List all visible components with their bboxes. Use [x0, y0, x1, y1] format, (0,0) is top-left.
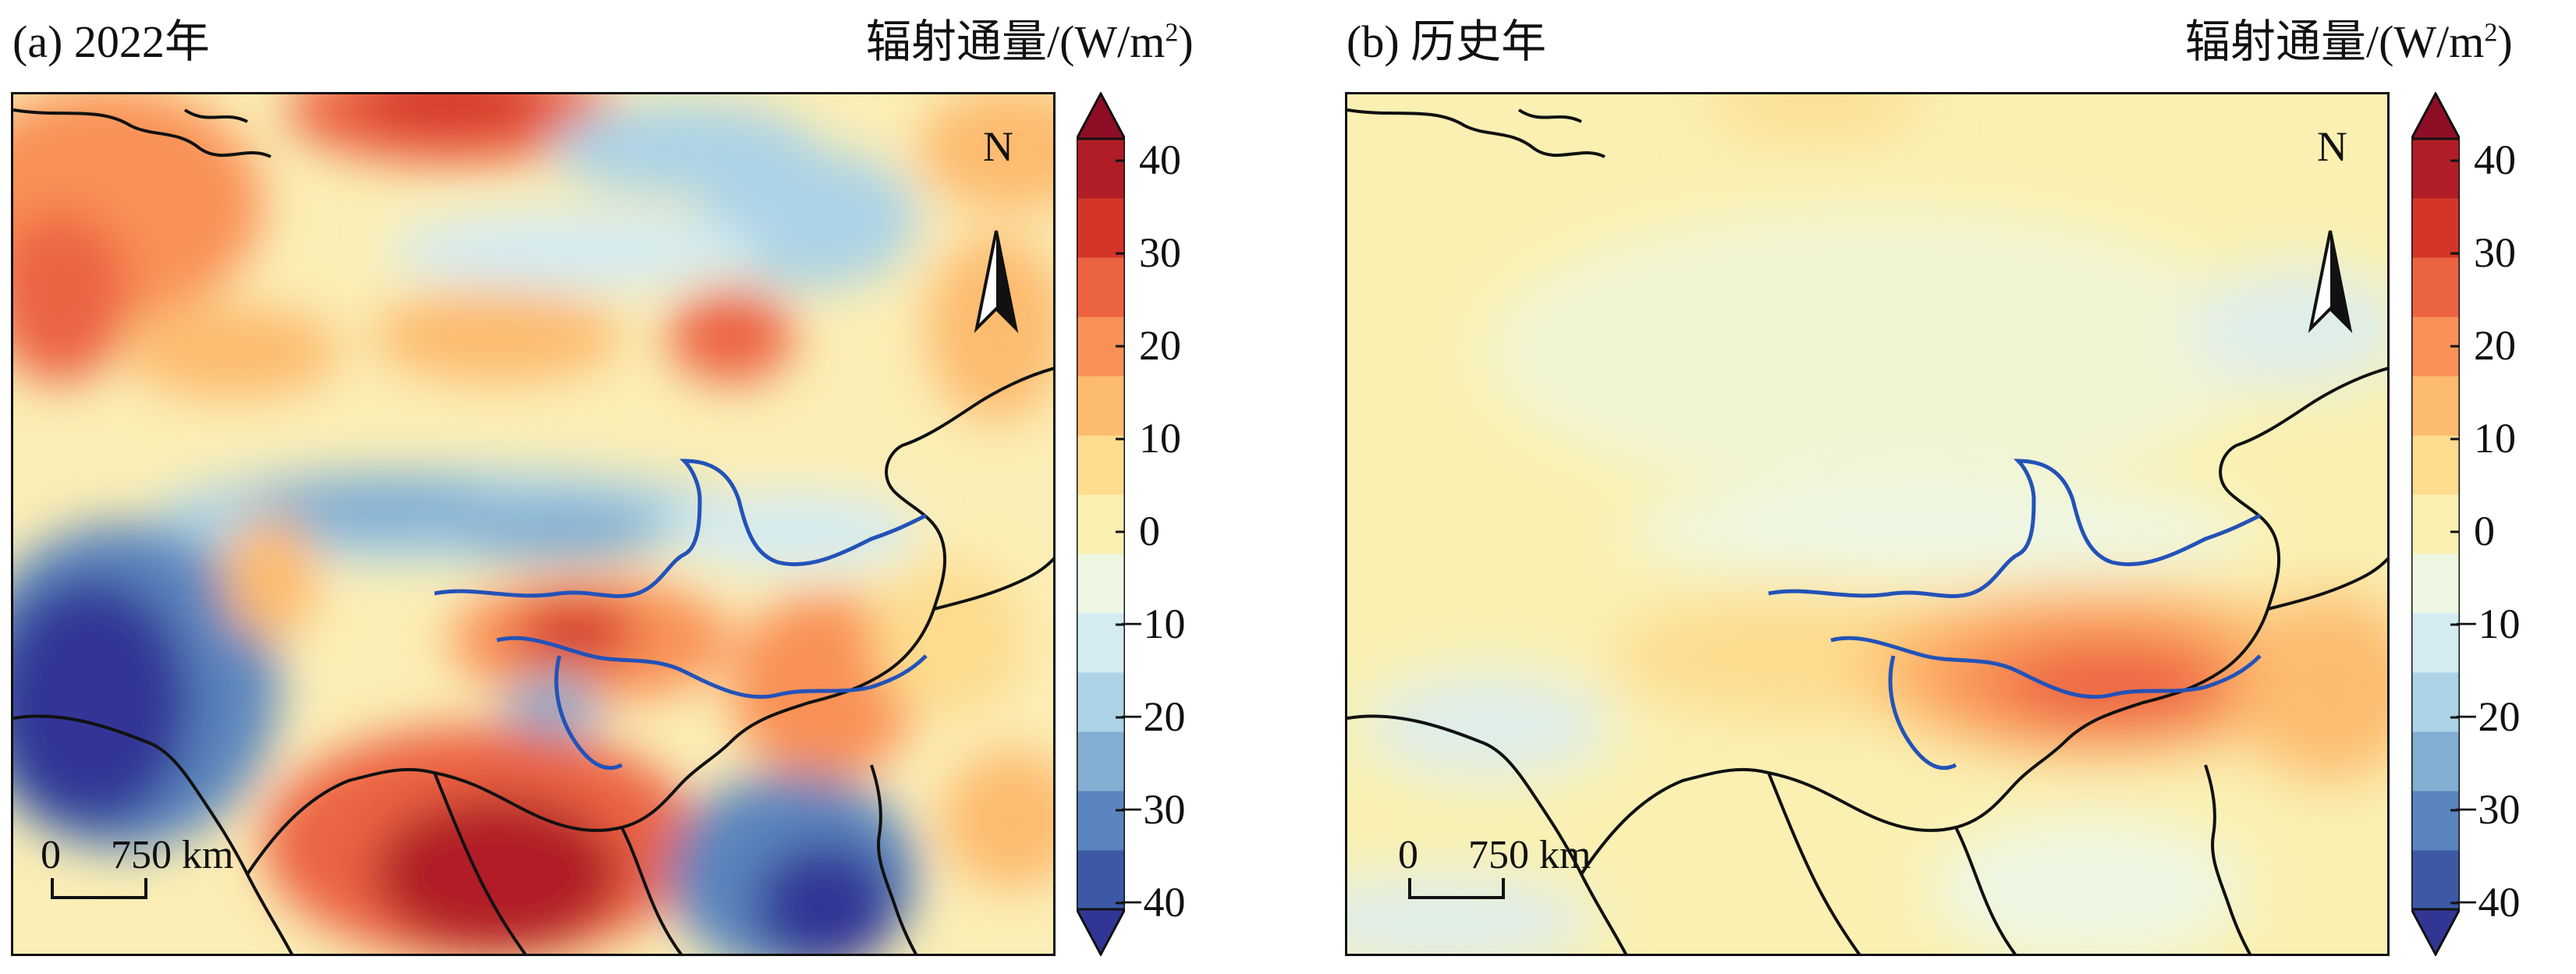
north-label: N	[2317, 123, 2347, 170]
map-canvas	[1347, 94, 2387, 954]
colorbar-tick-label: −20	[1119, 693, 1186, 740]
panel-a: (a) 2022年 辐射通量/(W/m2)	[11, 16, 1194, 958]
scale-zero-label: 0	[1398, 833, 1418, 877]
colorbar-tick-label: −10	[2454, 600, 2521, 647]
colorbar-scale	[1074, 90, 1127, 958]
colorbar-step	[1077, 554, 1125, 614]
colorbar-step	[1077, 257, 1125, 317]
colorbar-step	[2411, 791, 2460, 851]
colorbar-step	[1077, 850, 1125, 910]
radiation-flux-map: N 0 750 km	[1345, 92, 2390, 956]
colorbar-title: 辐射通量/(W/m2)	[866, 16, 1194, 67]
panel-b: (b) 历史年 辐射通量/(W/m2)	[1288, 0, 2576, 974]
colorbar-tick-label: 10	[1139, 415, 1181, 462]
map-canvas	[13, 94, 1053, 954]
colorbar-tick-label: −40	[1119, 879, 1186, 926]
colorbar-min-extend	[1074, 908, 1127, 958]
colorbar-tick-label: 0	[2474, 508, 2495, 554]
panel-title: (a) 2022年	[12, 16, 210, 67]
colorbar-tick-label: −10	[1119, 600, 1186, 647]
colorbar-scale	[2409, 90, 2462, 958]
colorbar-step	[2411, 435, 2460, 495]
colorbar: 40 30 20 10 0 −10 −20 −30 −40	[2409, 90, 2520, 958]
north-label: N	[983, 123, 1013, 170]
colorbar-step	[1077, 791, 1125, 851]
colorbar-step	[2411, 554, 2460, 614]
colorbar-step	[2411, 613, 2460, 673]
colorbar-tick-label: 30	[2474, 229, 2516, 276]
colorbar-step	[2411, 376, 2460, 436]
colorbar-step	[1077, 672, 1125, 732]
colorbar-tick-label: −30	[2454, 786, 2521, 833]
colorbar-tick-label: 20	[2474, 322, 2516, 369]
panel-title: (b) 历史年	[1347, 16, 1547, 67]
scale-distance-label: 750 km	[111, 833, 234, 877]
colorbar-tick-label: 40	[1139, 136, 1181, 183]
colorbar-tick-label: 40	[2474, 136, 2516, 183]
colorbar-step	[1077, 494, 1125, 554]
colorbar-tick-label: −40	[2454, 879, 2521, 926]
scale-zero-label: 0	[41, 833, 61, 877]
colorbar-tick-label: −30	[1119, 786, 1186, 833]
colorbar-step	[1077, 435, 1125, 495]
colorbar-step	[1077, 731, 1125, 792]
colorbar-tick-label: 10	[2474, 415, 2516, 462]
colorbar-step	[2411, 494, 2460, 554]
colorbar-step	[2411, 198, 2460, 258]
colorbar-tick-label: 20	[1139, 322, 1181, 369]
colorbar-step	[2411, 257, 2460, 317]
colorbar-title: 辐射通量/(W/m2)	[2185, 16, 2513, 67]
colorbar-min-extend	[2409, 908, 2462, 958]
colorbar-step	[2411, 139, 2460, 199]
colorbar-step	[1077, 376, 1125, 436]
radiation-flux-map: N 0 750 km	[11, 92, 1056, 956]
colorbar-step	[1077, 139, 1125, 199]
colorbar-tick-label: −20	[2454, 693, 2521, 740]
colorbar-tick-label: 0	[1139, 508, 1160, 554]
colorbar-max-extend	[2409, 90, 2462, 140]
colorbar: 40 30 20 10 0 −10 −20 −30 −40	[1074, 90, 1185, 958]
scale-distance-label: 750 km	[1468, 833, 1591, 877]
colorbar-step	[1077, 613, 1125, 673]
colorbar-step	[2411, 850, 2460, 910]
colorbar-step	[2411, 731, 2460, 792]
colorbar-max-extend	[1074, 90, 1127, 140]
colorbar-step	[2411, 672, 2460, 732]
colorbar-step	[1077, 198, 1125, 258]
colorbar-tick-label: 30	[1139, 229, 1181, 276]
